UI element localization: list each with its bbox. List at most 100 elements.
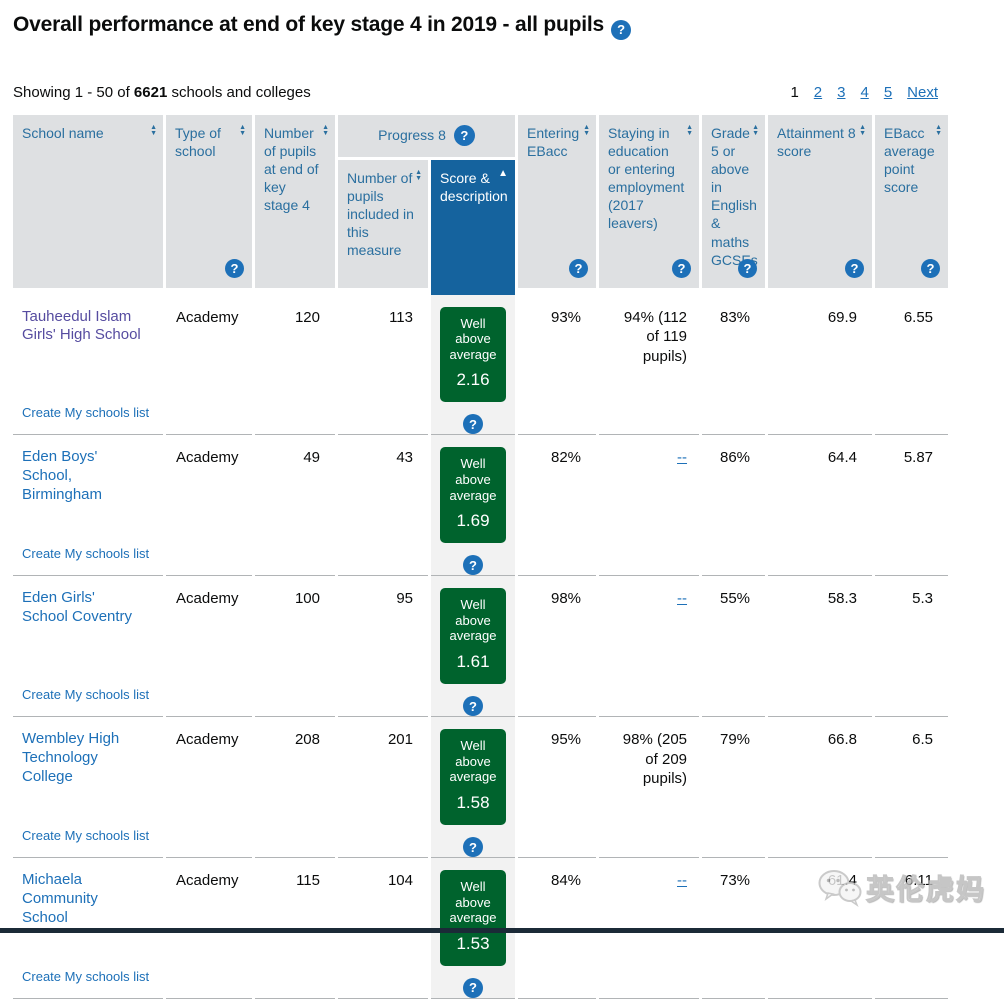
help-icon[interactable]: ?: [569, 258, 589, 278]
sorted-ascending-icon[interactable]: ▲: [498, 167, 509, 179]
sort-icon[interactable]: ▲ ▼: [859, 123, 867, 137]
column-header-label: Attainment 8 score: [777, 124, 856, 159]
p8-score-badge: Well above average 2.16: [440, 306, 506, 403]
school-cell: Eden Girls' School Coventry Create My sc…: [13, 576, 163, 718]
table-row: Eden Boys' School, Birmingham Create My …: [13, 435, 949, 577]
column-header-entering-ebacc[interactable]: Entering EBacc ▲ ▼ ?: [518, 114, 597, 295]
p8-score-badge: Well above average 1.61: [440, 588, 506, 685]
column-header-attainment8[interactable]: Attainment 8 score ▲ ▼ ?: [768, 114, 873, 295]
help-icon[interactable]: ?: [672, 258, 692, 278]
p8-score-value: 1.61: [456, 652, 490, 672]
ebacc-aps-cell: 5.87: [875, 435, 949, 577]
staying-in-education-value: 98% (205 of 209 pupils): [622, 731, 688, 788]
bottom-border: [0, 928, 1004, 933]
p8-score-value: 1.69: [456, 511, 490, 531]
p8-score-cell: Well above average 1.58 ?: [431, 717, 516, 858]
pupils-ks4-cell: 120: [255, 294, 335, 436]
help-icon[interactable]: ?: [738, 258, 758, 278]
grade5-cell: 83%: [702, 294, 766, 436]
column-header-label: Entering EBacc: [527, 124, 580, 159]
column-header-p8-score-description[interactable]: Score & description ▲: [431, 159, 516, 295]
p8-score-badge: Well above average 1.58: [440, 729, 506, 825]
help-icon[interactable]: ?: [845, 258, 865, 278]
type-of-school-cell: Academy: [166, 435, 252, 577]
school-name-link[interactable]: Tauheedul Islam Girls' High School: [22, 307, 141, 344]
grade5-cell: 86%: [702, 435, 766, 577]
p8-score-cell: Well above average 1.61 ?: [431, 576, 516, 718]
help-icon[interactable]: ?: [463, 977, 483, 998]
suppressed-value-link[interactable]: --: [677, 590, 688, 608]
p8-pupils-included-cell: 201: [338, 717, 428, 858]
column-header-p8-pupils-included[interactable]: Number of pupils included in this measur…: [338, 159, 428, 295]
type-of-school-cell: Academy: [166, 717, 252, 858]
school-cell: Tauheedul Islam Girls' High School Creat…: [13, 294, 163, 436]
help-icon[interactable]: ?: [463, 414, 483, 435]
create-my-schools-list-link[interactable]: Create My schools list: [22, 968, 150, 984]
title-help-icon[interactable]: ?: [611, 19, 631, 40]
sort-icon[interactable]: ▲ ▼: [415, 168, 422, 182]
school-name-link[interactable]: Wembley High Technology College: [22, 730, 120, 785]
create-my-schools-list-link[interactable]: Create My schools list: [22, 687, 150, 703]
pagination-page-link[interactable]: 5: [883, 83, 893, 101]
help-icon[interactable]: ?: [463, 696, 483, 717]
entering-ebacc-cell: 98%: [518, 576, 597, 718]
suppressed-value-link[interactable]: --: [677, 449, 688, 467]
p8-score-cell: Well above average 1.69 ?: [431, 435, 516, 577]
help-icon[interactable]: ?: [921, 258, 941, 278]
column-header-type-of-school[interactable]: Type of school ▲ ▼ ?: [166, 114, 252, 295]
ebacc-aps-cell: 6.55: [875, 294, 949, 436]
help-icon[interactable]: ?: [463, 555, 483, 576]
sort-icon[interactable]: ▲ ▼: [686, 123, 694, 137]
staying-in-education-cell: --: [599, 576, 700, 718]
column-header-ebacc-aps[interactable]: EBacc average point score ▲ ▼ ?: [875, 114, 949, 295]
attainment8-cell: 69.9: [768, 294, 873, 436]
pagination-next-link[interactable]: Next: [907, 83, 938, 101]
sort-icon[interactable]: ▲ ▼: [239, 123, 246, 137]
help-icon[interactable]: ?: [463, 837, 483, 857]
column-header-school-name[interactable]: School name ▲ ▼: [13, 114, 163, 295]
sort-icon[interactable]: ▲ ▼: [935, 123, 943, 137]
sort-icon[interactable]: ▲ ▼: [150, 123, 157, 137]
pagination-page-link[interactable]: 4: [860, 83, 869, 101]
pagination: 1 2 3 4 5 Next: [790, 84, 938, 101]
results-summary-prefix: Showing 1 - 50 of: [13, 83, 130, 101]
staying-in-education-cell: 94% (112 of 119 pupils): [599, 294, 700, 436]
p8-pupils-included-cell: 43: [338, 435, 428, 577]
pagination-current-page: 1: [790, 83, 799, 101]
help-icon[interactable]: ?: [453, 125, 475, 146]
column-group-header-progress8: Progress 8 ?: [338, 114, 516, 160]
create-my-schools-list-link[interactable]: Create My schools list: [22, 405, 150, 421]
suppressed-value-link[interactable]: --: [677, 872, 688, 889]
p8-score-description: Well above average: [449, 315, 497, 362]
entering-ebacc-cell: 82%: [518, 435, 597, 577]
attainment8-cell: 64.4: [768, 435, 873, 577]
meta-row: Showing 1 - 50 of 6621 schools and colle…: [13, 84, 990, 101]
column-header-staying-in-education[interactable]: Staying in education or entering employm…: [599, 114, 700, 295]
p8-score-value: 1.53: [456, 933, 490, 953]
school-cell: Wembley High Technology College Create M…: [13, 717, 163, 858]
results-summary: Showing 1 - 50 of 6621 schools and colle…: [13, 84, 311, 101]
sort-icon[interactable]: ▲ ▼: [322, 123, 329, 137]
column-header-grade5-english-maths[interactable]: Grade 5 or above in English & maths GCSE…: [702, 114, 766, 295]
create-my-schools-list-link[interactable]: Create My schools list: [22, 546, 150, 562]
table-row: Eden Girls' School Coventry Create My sc…: [13, 576, 949, 718]
pupils-ks4-cell: 49: [255, 435, 335, 577]
school-name-link[interactable]: Michaela Community School: [22, 871, 98, 926]
pagination-page-link[interactable]: 3: [837, 83, 846, 101]
school-name-link[interactable]: Eden Boys' School, Birmingham: [22, 448, 103, 503]
column-header-pupils-ks4[interactable]: Number of pupils at end of key stage 4 ▲…: [255, 114, 335, 295]
sort-icon[interactable]: ▲ ▼: [752, 123, 760, 137]
help-icon[interactable]: ?: [225, 258, 244, 278]
create-my-schools-list-link[interactable]: Create My schools list: [22, 828, 150, 844]
school-cell: Eden Boys' School, Birmingham Create My …: [13, 435, 163, 577]
column-header-label: Score & description: [440, 169, 508, 204]
p8-score-badge: Well above average 1.69: [440, 447, 506, 544]
column-header-label: Grade 5 or above in English & maths GCSE…: [711, 124, 758, 268]
school-name-link[interactable]: Eden Girls' School Coventry: [22, 589, 133, 625]
page-title: Overall performance at end of key stage …: [13, 12, 990, 40]
column-header-label: Number of pupils included in this measur…: [347, 169, 414, 259]
pagination-page-link[interactable]: 2: [813, 83, 823, 101]
sort-icon[interactable]: ▲ ▼: [583, 123, 591, 137]
entering-ebacc-cell: 93%: [518, 294, 597, 436]
